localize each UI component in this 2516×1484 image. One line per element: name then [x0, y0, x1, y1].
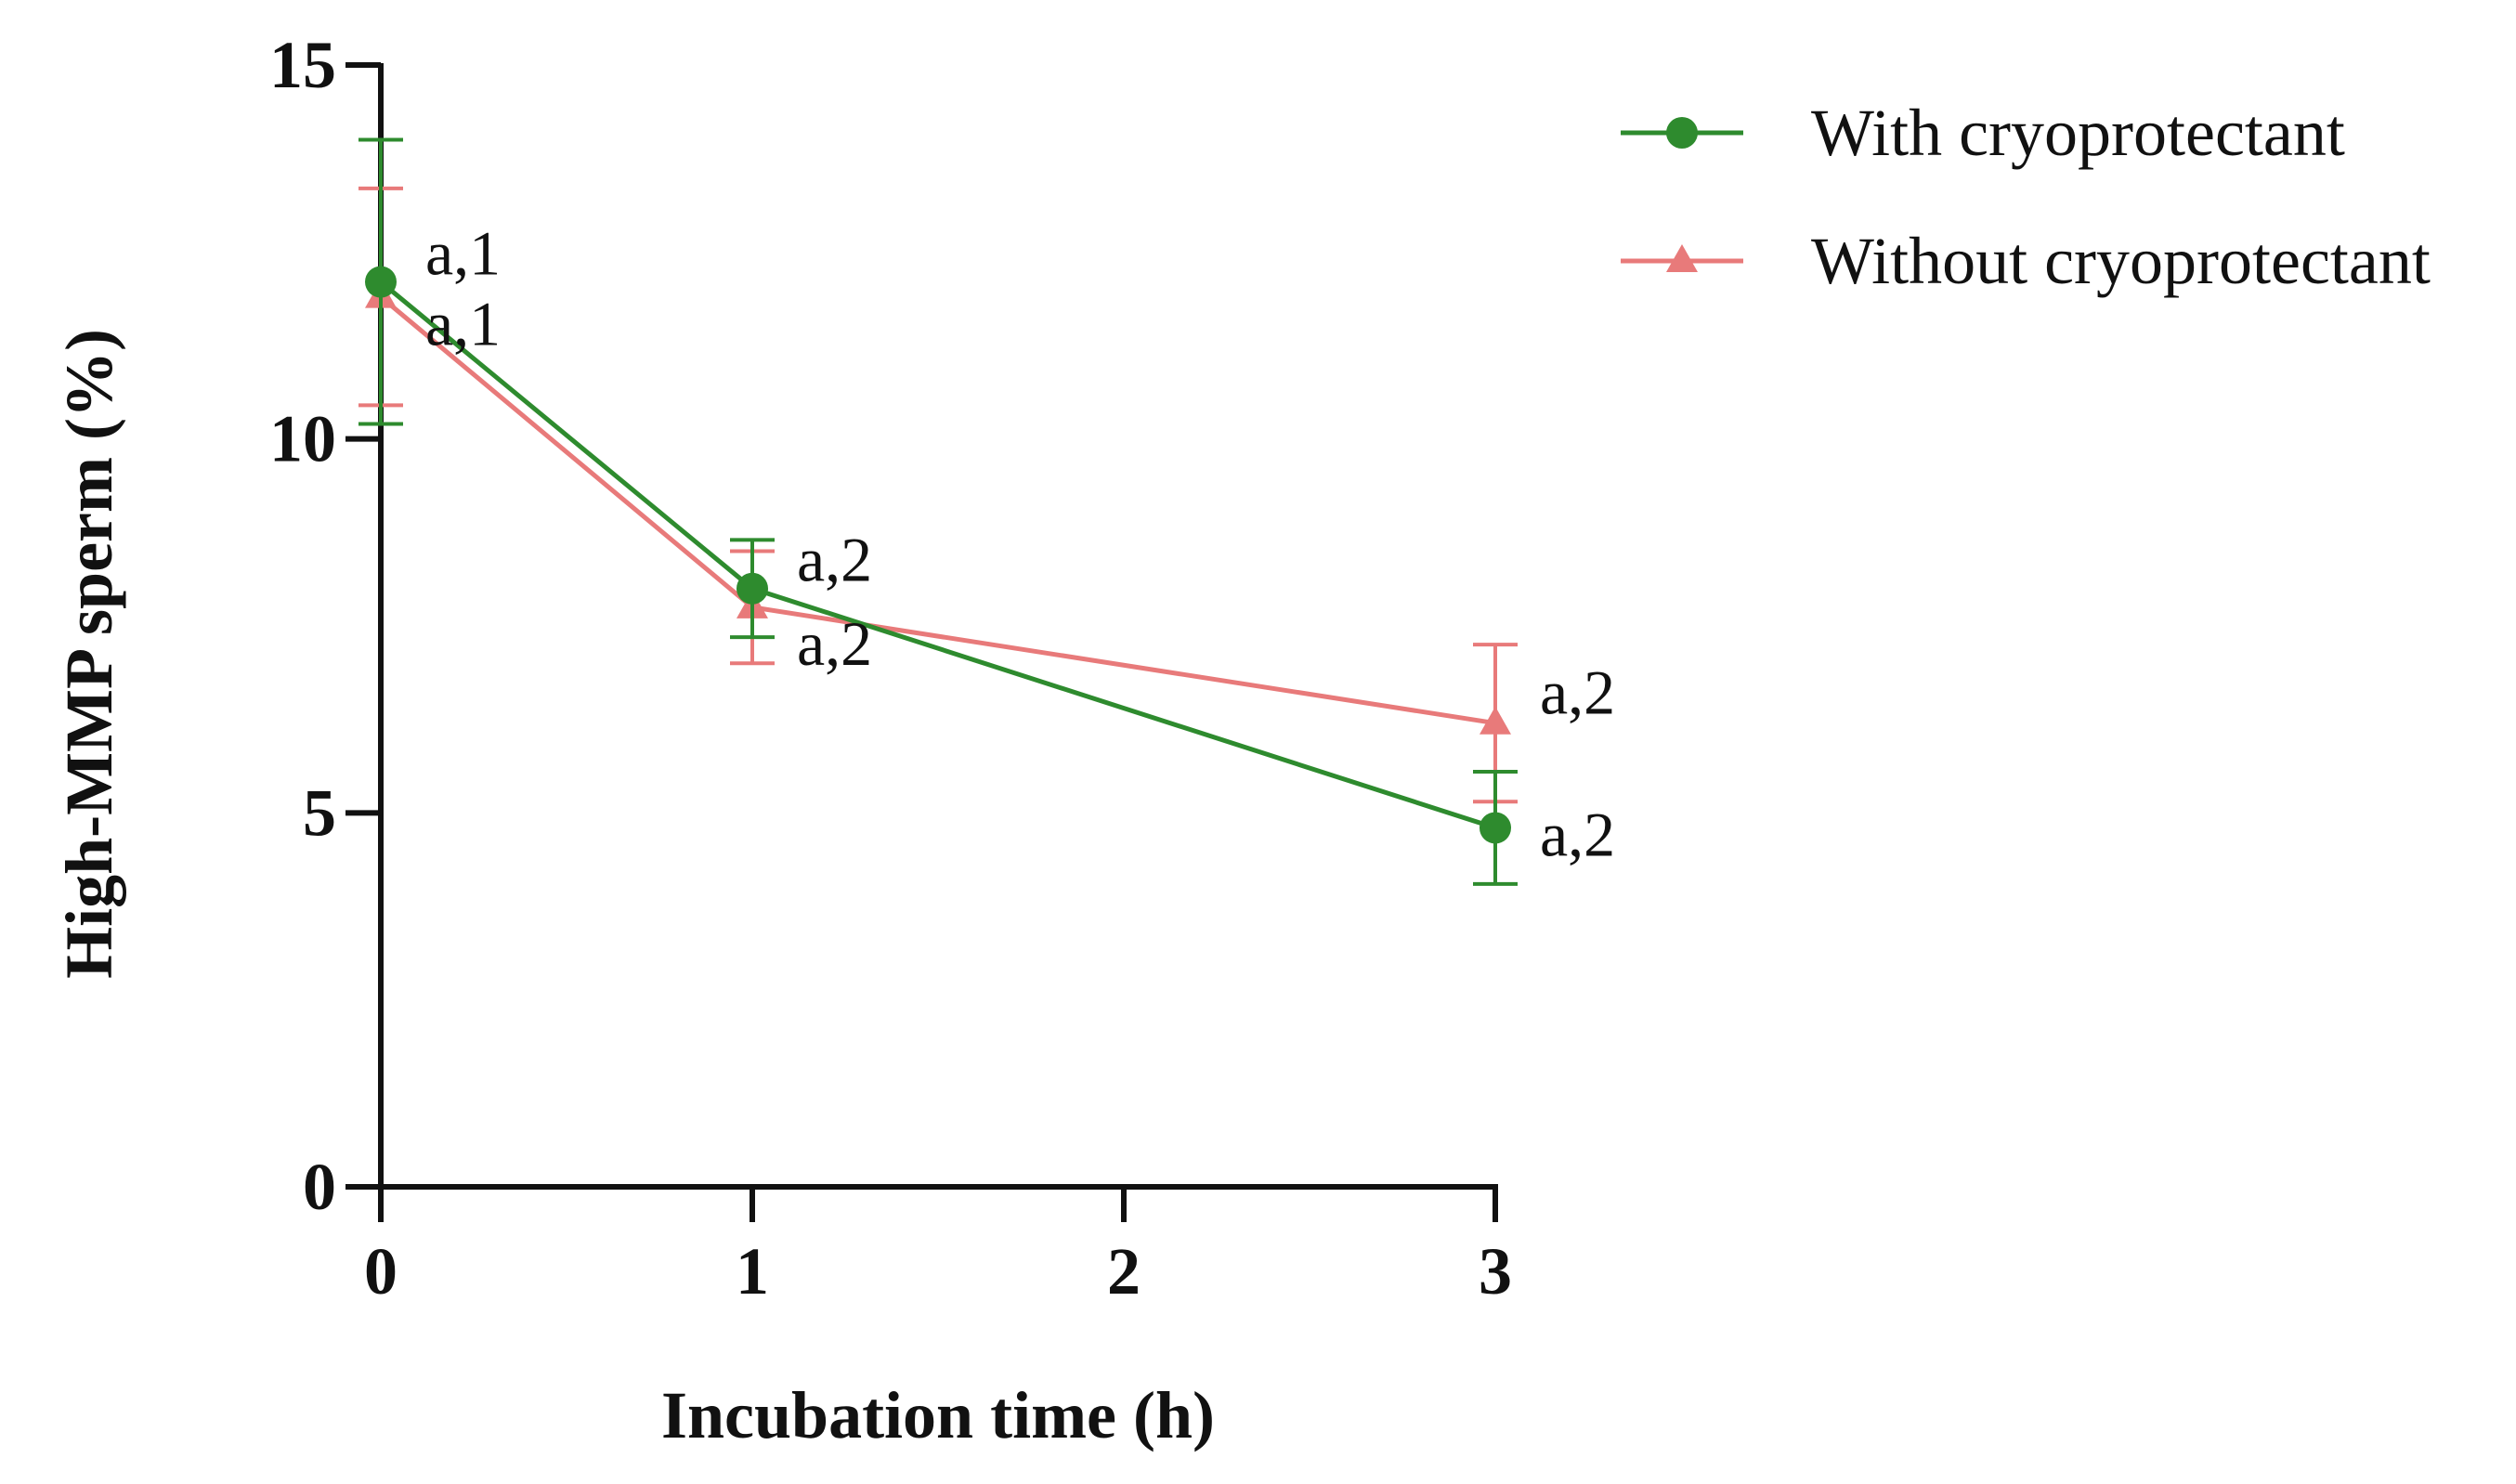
axes-group: 0 5 10 15 0 1 2 3 Incubation time (h) High-MMP sp…	[52, 28, 1512, 1452]
data-point	[1480, 706, 1511, 735]
x-axis-title: Incubation time (h)	[661, 1378, 1215, 1452]
y-axis-title: High-MMP sperm (%)	[52, 329, 126, 979]
x-tick-label: 3	[1479, 1234, 1512, 1308]
data-point	[737, 572, 768, 605]
data-label: a,2	[1540, 657, 1615, 728]
y-tick-label: 0	[303, 1150, 336, 1224]
legend-item: With cryoprotectant	[1621, 96, 2345, 170]
series-group	[358, 137, 1518, 886]
y-tick-label: 10	[269, 402, 336, 476]
y-tick-label: 5	[303, 775, 336, 850]
legend-label: With cryoprotectant	[1811, 96, 2345, 170]
data-label: a,2	[797, 525, 872, 595]
series-without-cryoprotectant	[358, 186, 1518, 804]
x-tick-label: 0	[364, 1234, 398, 1308]
series-line	[379, 280, 1496, 830]
legend-item: Without cryoprotectant	[1621, 224, 2431, 298]
data-label: a,2	[797, 608, 872, 679]
legend-label: Without cryoprotectant	[1811, 224, 2431, 298]
series-with-cryoprotectant	[358, 137, 1518, 886]
data-label: a,1	[425, 218, 501, 289]
annotation-group: a,1 a,2 a,2 a,1 a,2 a,2	[425, 218, 1615, 870]
legend-marker-triangle	[1666, 244, 1698, 272]
data-point	[1480, 812, 1511, 844]
x-tick-label: 1	[736, 1234, 769, 1308]
legend: With cryoprotectant Without cryoprotectan…	[1621, 96, 2431, 298]
data-label: a,2	[1540, 799, 1615, 869]
data-label: a,1	[425, 289, 501, 359]
x-tick-label: 2	[1107, 1234, 1141, 1308]
legend-marker-circle	[1666, 117, 1698, 149]
y-tick-label: 15	[269, 28, 336, 102]
series-line	[379, 294, 1496, 726]
data-point	[365, 266, 397, 298]
